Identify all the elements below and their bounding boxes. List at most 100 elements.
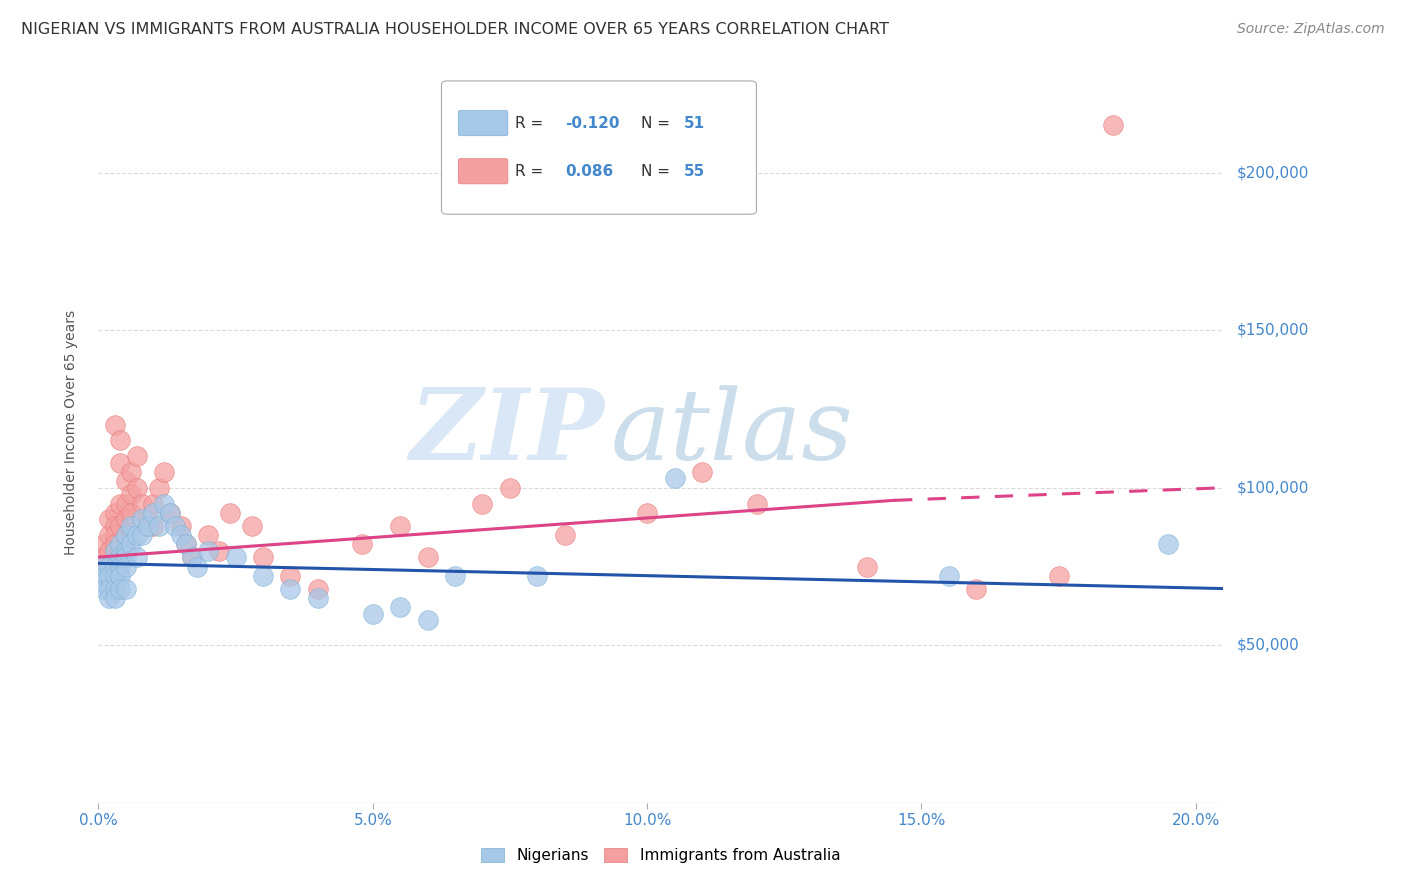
- Point: [120, 518, 142, 533]
- Point: [664, 471, 686, 485]
- Point: [110, 518, 132, 533]
- Point: [252, 569, 274, 583]
- Point: [115, 496, 138, 510]
- Point: [471, 496, 494, 510]
- Point: [125, 481, 148, 495]
- Point: [98, 591, 121, 605]
- Point: [115, 550, 138, 565]
- Text: Source: ZipAtlas.com: Source: ZipAtlas.com: [1237, 22, 1385, 37]
- Point: [98, 582, 121, 596]
- Point: [110, 434, 132, 448]
- Point: [416, 550, 439, 565]
- Point: [98, 512, 121, 526]
- Point: [855, 559, 877, 574]
- Point: [174, 537, 197, 551]
- Point: [389, 600, 412, 615]
- Point: [104, 550, 127, 565]
- Text: 55: 55: [683, 164, 704, 178]
- Point: [131, 496, 153, 510]
- Point: [110, 569, 132, 583]
- Point: [1102, 119, 1125, 133]
- Text: atlas: atlas: [610, 385, 853, 480]
- Point: [1047, 569, 1070, 583]
- Point: [110, 496, 132, 510]
- Text: R =: R =: [515, 116, 548, 130]
- Text: 0.086: 0.086: [565, 164, 613, 178]
- Text: R =: R =: [515, 164, 548, 178]
- Point: [104, 569, 127, 583]
- Point: [690, 465, 713, 479]
- Point: [416, 613, 439, 627]
- Point: [554, 528, 576, 542]
- Text: $200,000: $200,000: [1237, 165, 1309, 180]
- FancyBboxPatch shape: [458, 111, 508, 136]
- Point: [131, 512, 153, 526]
- Point: [165, 518, 187, 533]
- Text: NIGERIAN VS IMMIGRANTS FROM AUSTRALIA HOUSEHOLDER INCOME OVER 65 YEARS CORRELATI: NIGERIAN VS IMMIGRANTS FROM AUSTRALIA HO…: [21, 22, 889, 37]
- Point: [170, 528, 193, 542]
- Point: [148, 518, 170, 533]
- Point: [115, 543, 138, 558]
- Point: [208, 543, 231, 558]
- Text: $150,000: $150,000: [1237, 323, 1309, 338]
- Point: [142, 518, 165, 533]
- Point: [93, 550, 115, 565]
- FancyBboxPatch shape: [441, 81, 756, 214]
- Text: ZIP: ZIP: [409, 384, 605, 481]
- Point: [159, 506, 181, 520]
- Point: [120, 537, 142, 551]
- Point: [104, 506, 127, 520]
- Point: [115, 582, 138, 596]
- Point: [174, 537, 197, 551]
- Point: [389, 518, 412, 533]
- Point: [197, 543, 219, 558]
- Point: [115, 528, 138, 542]
- Point: [125, 528, 148, 542]
- Point: [636, 506, 658, 520]
- Point: [104, 518, 127, 533]
- Point: [104, 417, 127, 432]
- Point: [136, 512, 159, 526]
- Point: [104, 559, 127, 574]
- Point: [180, 550, 202, 565]
- Point: [125, 550, 148, 565]
- Point: [120, 487, 142, 501]
- Point: [159, 506, 181, 520]
- Point: [1157, 537, 1180, 551]
- Point: [115, 528, 138, 542]
- Point: [98, 569, 121, 583]
- Point: [142, 496, 165, 510]
- Text: -0.120: -0.120: [565, 116, 620, 130]
- Point: [120, 465, 142, 479]
- Point: [110, 582, 132, 596]
- Point: [93, 537, 115, 551]
- Point: [180, 550, 202, 565]
- Point: [98, 543, 121, 558]
- Point: [240, 518, 263, 533]
- Point: [104, 528, 127, 542]
- Point: [93, 582, 115, 596]
- Point: [280, 569, 302, 583]
- Point: [131, 528, 153, 542]
- Point: [115, 512, 138, 526]
- Point: [153, 465, 176, 479]
- Point: [280, 582, 302, 596]
- Point: [219, 506, 242, 520]
- Point: [120, 506, 142, 520]
- Point: [361, 607, 384, 621]
- Point: [444, 569, 467, 583]
- Text: N =: N =: [641, 164, 675, 178]
- Text: N =: N =: [641, 116, 675, 130]
- Point: [110, 456, 132, 470]
- Point: [115, 559, 138, 574]
- Point: [350, 537, 373, 551]
- Point: [104, 537, 127, 551]
- Point: [526, 569, 548, 583]
- Point: [98, 559, 121, 574]
- Point: [115, 475, 138, 489]
- Point: [110, 559, 132, 574]
- Point: [307, 591, 329, 605]
- Point: [938, 569, 960, 583]
- Point: [186, 559, 208, 574]
- Point: [93, 559, 115, 574]
